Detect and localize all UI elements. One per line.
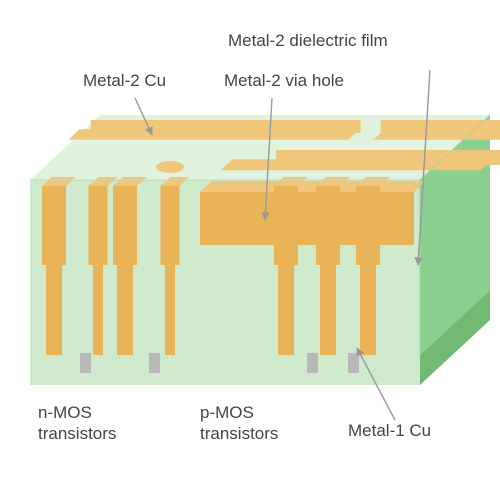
label-metal1-cu: Metal-1 Cu [348, 420, 431, 441]
label-pmos: p-MOS transistors [200, 402, 278, 445]
label-metal2-dielectric: Metal-2 dielectric film [228, 30, 388, 51]
label-metal2-cu: Metal-2 Cu [83, 70, 166, 91]
label-metal2-via: Metal-2 via hole [224, 70, 344, 91]
label-nmos: n-MOS transistors [38, 402, 116, 445]
